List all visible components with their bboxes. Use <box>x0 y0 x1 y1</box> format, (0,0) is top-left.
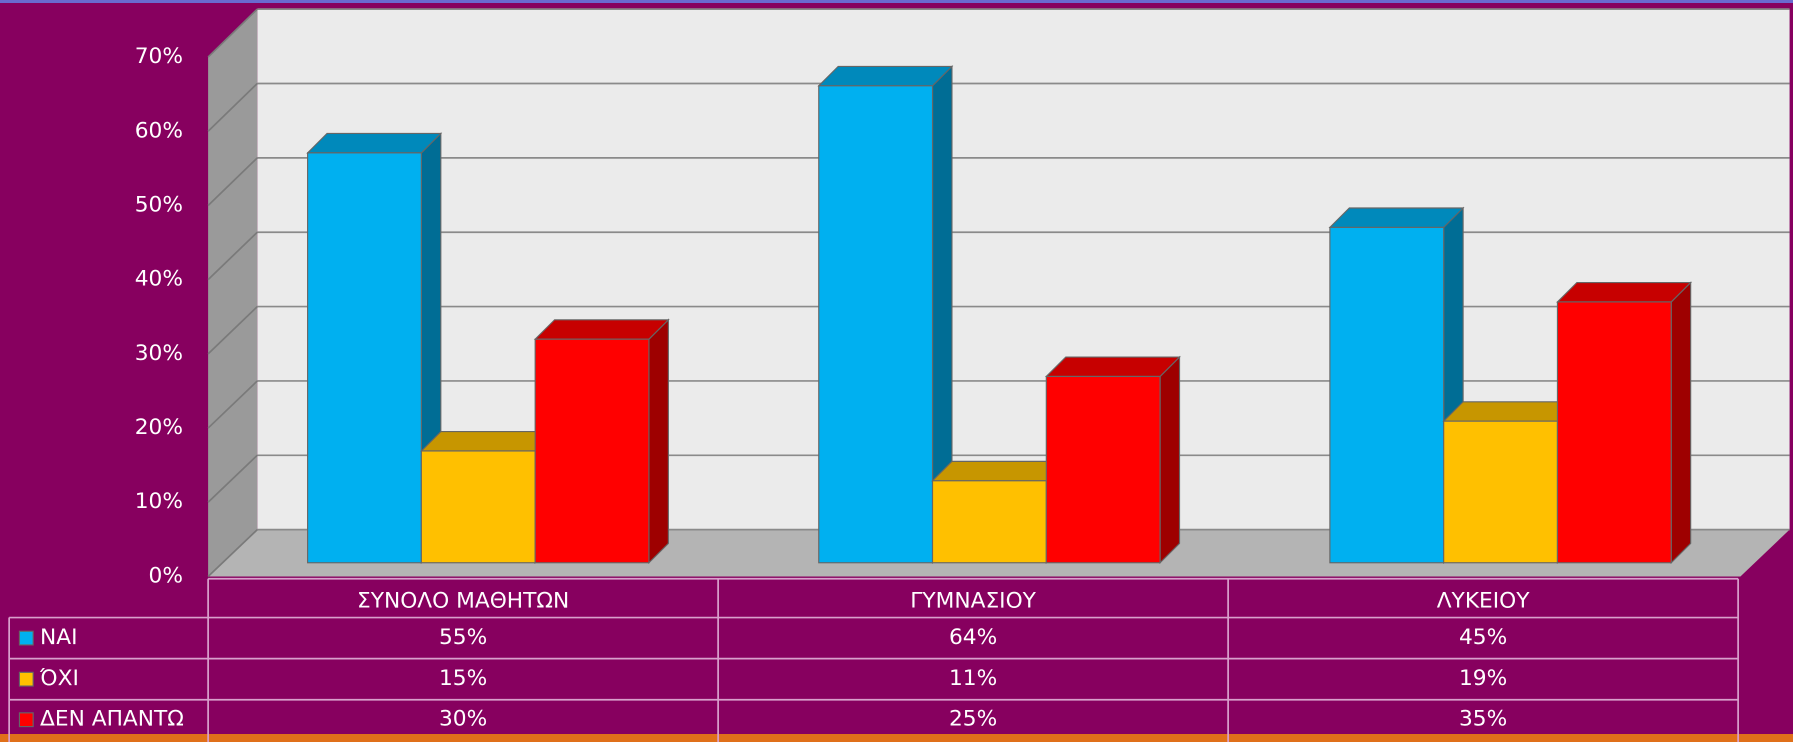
table-value: 30% <box>439 707 487 732</box>
bar-top <box>306 132 443 154</box>
y-tick-label: 40% <box>135 267 183 292</box>
x-tick-label: ΓΥΜΝΑΣΙΟΥ <box>910 589 1036 614</box>
y-tick-label: 50% <box>135 192 183 217</box>
bar-top <box>817 65 954 87</box>
side-wall <box>208 9 258 577</box>
bar <box>307 152 422 564</box>
bar-top <box>533 319 670 340</box>
y-tick-label: 60% <box>135 118 183 143</box>
bar <box>1329 226 1445 564</box>
y-tick-label: 0% <box>149 563 183 588</box>
legend-label: ΌΧΙ <box>39 666 79 691</box>
x-tick-label: ΣΥΝΟΛΟ ΜΑΘΗΤΩΝ <box>357 589 569 614</box>
side-grid-line <box>207 380 258 429</box>
side-grid-line <box>207 454 258 503</box>
table-value: 55% <box>439 625 487 650</box>
y-tick-label: 30% <box>135 341 183 366</box>
bar <box>534 338 650 564</box>
table-value: 25% <box>949 707 997 732</box>
plot: 0% 10% 20% 30% 40% 50% 60% 70% ΣΥΝΟΛΟ ΜΑΘΗΤΩΝ ΓΥΜ… <box>8 8 1790 742</box>
table-value: 15% <box>439 666 487 691</box>
table-value: 45% <box>1459 625 1507 650</box>
bar-side <box>1159 355 1181 565</box>
x-tick-label: ΛΥΚΕΙΟΥ <box>1437 589 1531 614</box>
table-value: 35% <box>1459 707 1507 732</box>
bar-top <box>1328 207 1465 228</box>
bottom-strip <box>0 734 1793 742</box>
bar <box>818 85 934 564</box>
bar <box>420 450 536 564</box>
y-tick-label: 10% <box>135 489 183 514</box>
bar <box>1556 301 1672 564</box>
bar-top <box>1044 356 1181 378</box>
legend-key <box>18 712 34 728</box>
side-grid-line <box>207 157 258 207</box>
table-value: 11% <box>949 666 997 691</box>
top-border <box>0 0 1793 3</box>
legend-label: ΔΕΝ ΑΠΑΝΤΩ <box>40 707 184 732</box>
bar-side <box>1670 281 1692 565</box>
side-grid-line <box>207 529 258 578</box>
bar <box>931 480 1047 564</box>
bar <box>1443 420 1559 564</box>
side-grid-line <box>207 305 258 355</box>
bar-top <box>1556 281 1693 303</box>
table-value: 64% <box>949 625 997 650</box>
side-grid-line <box>207 82 258 132</box>
table-value: 19% <box>1459 666 1507 691</box>
legend-key <box>18 630 34 646</box>
y-tick-label: 20% <box>135 415 183 440</box>
bar-side <box>648 318 669 565</box>
side-grid-line <box>207 8 258 58</box>
bar <box>1045 375 1161 564</box>
side-grid-line <box>207 231 258 281</box>
legend-label: ΝΑΙ <box>40 625 78 650</box>
y-tick-label: 70% <box>135 44 183 69</box>
legend-key <box>18 671 34 687</box>
